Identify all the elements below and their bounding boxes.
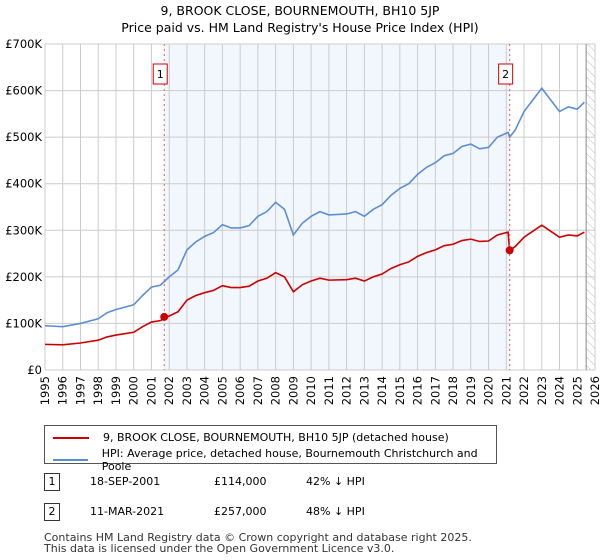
x-tick-label: 1996: [56, 376, 70, 405]
x-tick-label: 2021: [499, 376, 513, 405]
sale-label: 2: [502, 68, 509, 81]
legend-swatch: [53, 436, 89, 439]
transaction-number: 2: [44, 503, 60, 521]
chart-title: 9, BROOK CLOSE, BOURNEMOUTH, BH10 5JP Pri…: [0, 2, 600, 36]
x-tick-label: 2013: [357, 376, 371, 405]
x-tick-label: 2006: [233, 376, 247, 405]
x-tick-label: 2001: [144, 376, 158, 405]
x-tick-label: 2023: [535, 376, 549, 405]
x-tick-label: 1995: [38, 376, 52, 405]
x-tick-label: 2012: [340, 376, 354, 405]
transaction-number: 1: [44, 473, 60, 491]
transaction-hpi: 48% ↓ HPI: [306, 505, 365, 518]
transaction-hpi: 42% ↓ HPI: [306, 475, 365, 488]
x-tick-label: 2005: [215, 376, 229, 405]
x-tick-label: 2015: [393, 376, 407, 405]
price-chart: 1995 1996 1997 1998 1999 2000 2001 2002 2003 2004…: [5, 37, 600, 405]
x-tick-label: 2009: [286, 376, 300, 405]
x-tick-label: 2008: [269, 376, 283, 405]
sale-label-box: [498, 63, 514, 85]
x-tick-label: 2022: [517, 376, 531, 405]
x-tick-label: 2004: [198, 376, 212, 405]
y-tick-label: £300K: [5, 223, 42, 237]
legend: 9, BROOK CLOSE, BOURNEMOUTH, BH10 5JP (d…: [44, 425, 497, 473]
y-tick-label: £100K: [5, 316, 42, 330]
y-tick-label: £600K: [5, 84, 42, 98]
sale-label-box: [152, 63, 168, 85]
transaction-row: 2 11-MAR-2021 £257,000 48% ↓ HPI: [44, 503, 544, 521]
legend-label: 9, BROOK CLOSE, BOURNEMOUTH, BH10 5JP (d…: [103, 431, 449, 444]
x-tick-label: 2026: [588, 376, 600, 405]
shaded-period: [164, 44, 510, 370]
y-tick-label: £200K: [5, 270, 42, 284]
x-tick-label: 2014: [375, 376, 389, 405]
sale-label: 1: [157, 68, 164, 81]
x-tick-label: 2019: [464, 376, 478, 405]
transaction-price: £114,000: [214, 475, 267, 488]
legend-swatch: [53, 459, 88, 461]
x-tick-label: 2017: [428, 376, 442, 405]
y-tick-label: £700K: [5, 37, 42, 51]
x-tick-label: 2020: [482, 376, 496, 405]
transaction-date: 18-SEP-2001: [90, 475, 161, 488]
x-tick-label: 2007: [251, 376, 265, 405]
sale-point: [160, 312, 169, 321]
x-tick-label: 2003: [180, 376, 194, 405]
transaction-row: 1 18-SEP-2001 £114,000 42% ↓ HPI: [44, 473, 544, 491]
footer-line: Contains HM Land Registry data © Crown c…: [44, 531, 472, 544]
title-line: 9, BROOK CLOSE, BOURNEMOUTH, BH10 5JP: [160, 3, 440, 18]
sale-point: [505, 246, 514, 255]
y-tick-label: £0: [27, 363, 42, 377]
subtitle-line: Price paid vs. HM Land Registry's House …: [121, 20, 479, 35]
x-tick-label: 1998: [91, 376, 105, 405]
legend-item-property: 9, BROOK CLOSE, BOURNEMOUTH, BH10 5JP (d…: [53, 431, 449, 444]
hpi-line: [44, 86, 585, 328]
x-tick-label: 2025: [570, 376, 584, 405]
y-tick-label: £400K: [5, 177, 42, 191]
x-tick-label: 2010: [304, 376, 318, 405]
transaction-date: 11-MAR-2021: [90, 505, 165, 518]
future-hatch: [586, 44, 595, 370]
x-tick-label: 2018: [446, 376, 460, 405]
x-tick-label: 2024: [553, 376, 567, 405]
transaction-price: £257,000: [214, 505, 267, 518]
legend-label: HPI: Average price, detached house, Bour…: [101, 447, 478, 473]
x-tick-label: 2011: [322, 376, 336, 405]
footer-line: This data is licensed under the Open Gov…: [44, 542, 395, 555]
legend-item-hpi: HPI: Average price, detached house, Bour…: [53, 447, 496, 473]
x-tick-label: 2002: [162, 376, 176, 405]
x-tick-label: 1997: [73, 376, 87, 405]
x-tick-label: 1999: [109, 376, 123, 405]
x-tick-label: 2016: [411, 376, 425, 405]
y-tick-label: £500K: [5, 130, 42, 144]
footer: Contains HM Land Registry data © Crown c…: [44, 532, 472, 554]
x-tick-label: 2000: [127, 376, 141, 405]
